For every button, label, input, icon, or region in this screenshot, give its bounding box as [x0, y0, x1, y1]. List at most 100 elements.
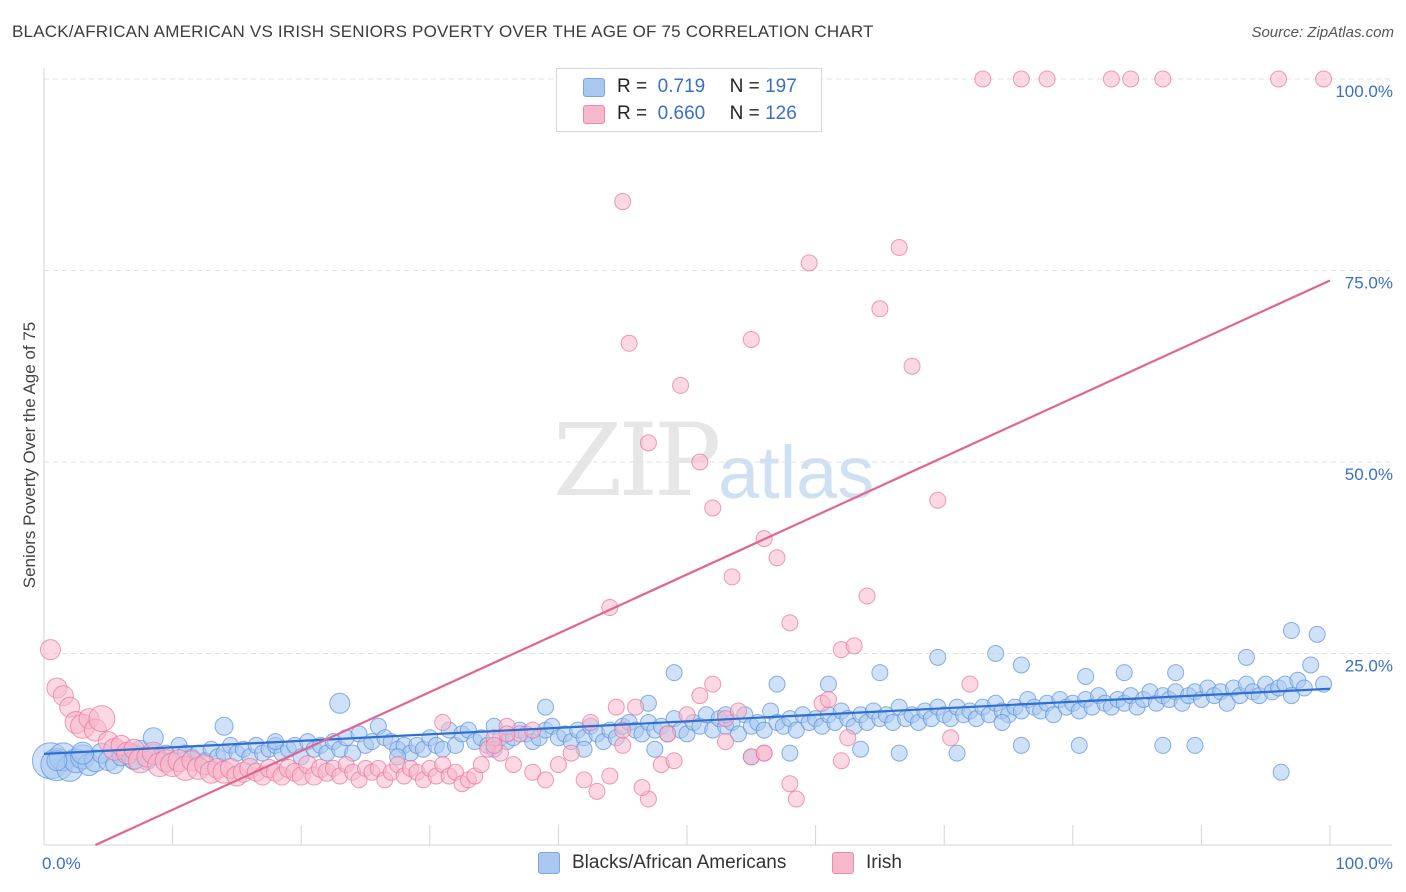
point-blacks [1272, 763, 1290, 781]
legend-row-blacks: R = 0.719 N = 197 [583, 75, 797, 99]
point-irish [620, 334, 638, 352]
point-irish [839, 729, 857, 747]
point-irish [787, 790, 805, 808]
point-irish [627, 698, 645, 716]
legend-n-label: N = [729, 103, 760, 124]
point-blacks [1012, 736, 1030, 754]
y-tick-label: 50.0% [1345, 465, 1393, 484]
point-irish [537, 771, 555, 789]
point-blacks [646, 740, 664, 758]
series-legend: Blacks/African Americans Irish [0, 852, 1406, 876]
point-blacks [1308, 625, 1326, 643]
point-irish [498, 725, 516, 743]
point-irish [614, 193, 632, 211]
point-irish [614, 721, 632, 739]
point-irish [845, 637, 863, 655]
x-tick-label-max: 100.0% [1335, 854, 1393, 873]
series-swatch-blacks [538, 852, 560, 874]
point-blacks [993, 713, 1011, 731]
point-irish [434, 713, 452, 731]
point-blacks [768, 675, 786, 693]
point-irish [88, 705, 116, 733]
legend-swatch-irish [583, 104, 605, 124]
point-irish [858, 587, 876, 605]
point-irish [1012, 70, 1030, 88]
legend-r-value-irish: 0.660 [657, 103, 706, 124]
point-irish [39, 639, 61, 661]
point-irish [723, 568, 741, 586]
point-blacks [781, 744, 799, 762]
point-blacks [1070, 736, 1088, 754]
point-irish [633, 779, 651, 797]
point-irish [562, 744, 580, 762]
point-irish [961, 675, 979, 693]
point-irish [781, 614, 799, 632]
point-irish [729, 702, 747, 720]
point-irish [1154, 70, 1172, 88]
y-axis-label: Seniors Poverty Over the Age of 75 [20, 321, 39, 589]
series-label-blacks: Blacks/African Americans [572, 852, 787, 873]
point-irish [691, 687, 709, 705]
point-irish [1038, 70, 1056, 88]
point-irish [504, 756, 522, 774]
series-label-irish: Irish [866, 852, 902, 873]
legend-swatch-blacks [583, 77, 605, 97]
point-blacks [929, 648, 947, 666]
point-irish [614, 736, 632, 754]
chart-source: Source: ZipAtlas.com [1251, 24, 1394, 41]
point-irish [659, 725, 677, 743]
point-blacks [1115, 664, 1133, 682]
point-irish [665, 752, 683, 770]
point-irish [742, 330, 760, 348]
point-blacks [46, 750, 68, 772]
point-blacks [987, 645, 1005, 662]
point-blacks [1167, 664, 1185, 682]
point-irish [704, 499, 722, 517]
point-irish [639, 434, 657, 452]
point-irish [601, 767, 619, 785]
point-blacks [1154, 736, 1172, 754]
series-legend-irish: Irish [832, 852, 902, 874]
point-irish [672, 376, 690, 394]
point-blacks [1012, 656, 1030, 674]
point-irish [524, 763, 542, 781]
point-irish [1270, 70, 1288, 88]
legend-r-label: R = [617, 103, 648, 124]
point-blacks [214, 716, 234, 736]
point-irish [582, 713, 600, 731]
point-blacks [787, 721, 805, 739]
point-blacks [329, 692, 351, 714]
point-blacks [1302, 656, 1320, 674]
trend-line-irish [94, 279, 1331, 847]
legend-r-value-blacks: 0.719 [657, 76, 706, 97]
legend-row-irish: R = 0.660 N = 126 [583, 102, 797, 126]
point-irish [1315, 70, 1333, 88]
point-blacks [890, 744, 908, 762]
point-irish [549, 756, 567, 774]
point-blacks [729, 725, 747, 743]
stats-legend: R = 0.719 N = 197 R = 0.660 N = 126 [556, 68, 822, 132]
y-tick-label: 25.0% [1345, 657, 1393, 676]
point-irish [929, 491, 947, 509]
point-irish [903, 357, 921, 375]
legend-r-label: R = [617, 76, 648, 97]
point-blacks [1295, 679, 1313, 697]
series-swatch-irish [832, 852, 854, 874]
point-blacks [1218, 694, 1236, 712]
point-blacks [1282, 622, 1300, 640]
point-irish [485, 736, 503, 754]
point-blacks [1077, 667, 1095, 685]
point-blacks [819, 675, 837, 693]
x-tick-label-min: 0.0% [42, 854, 81, 873]
point-irish [781, 775, 799, 793]
series-legend-blacks: Blacks/African Americans [538, 852, 786, 874]
point-irish [800, 254, 818, 272]
point-irish [678, 706, 696, 724]
point-irish [607, 698, 625, 716]
point-irish [1102, 70, 1120, 88]
point-irish [704, 675, 722, 693]
point-blacks [665, 664, 683, 682]
point-irish [1122, 70, 1140, 88]
point-irish [717, 733, 735, 751]
point-blacks [537, 698, 555, 716]
